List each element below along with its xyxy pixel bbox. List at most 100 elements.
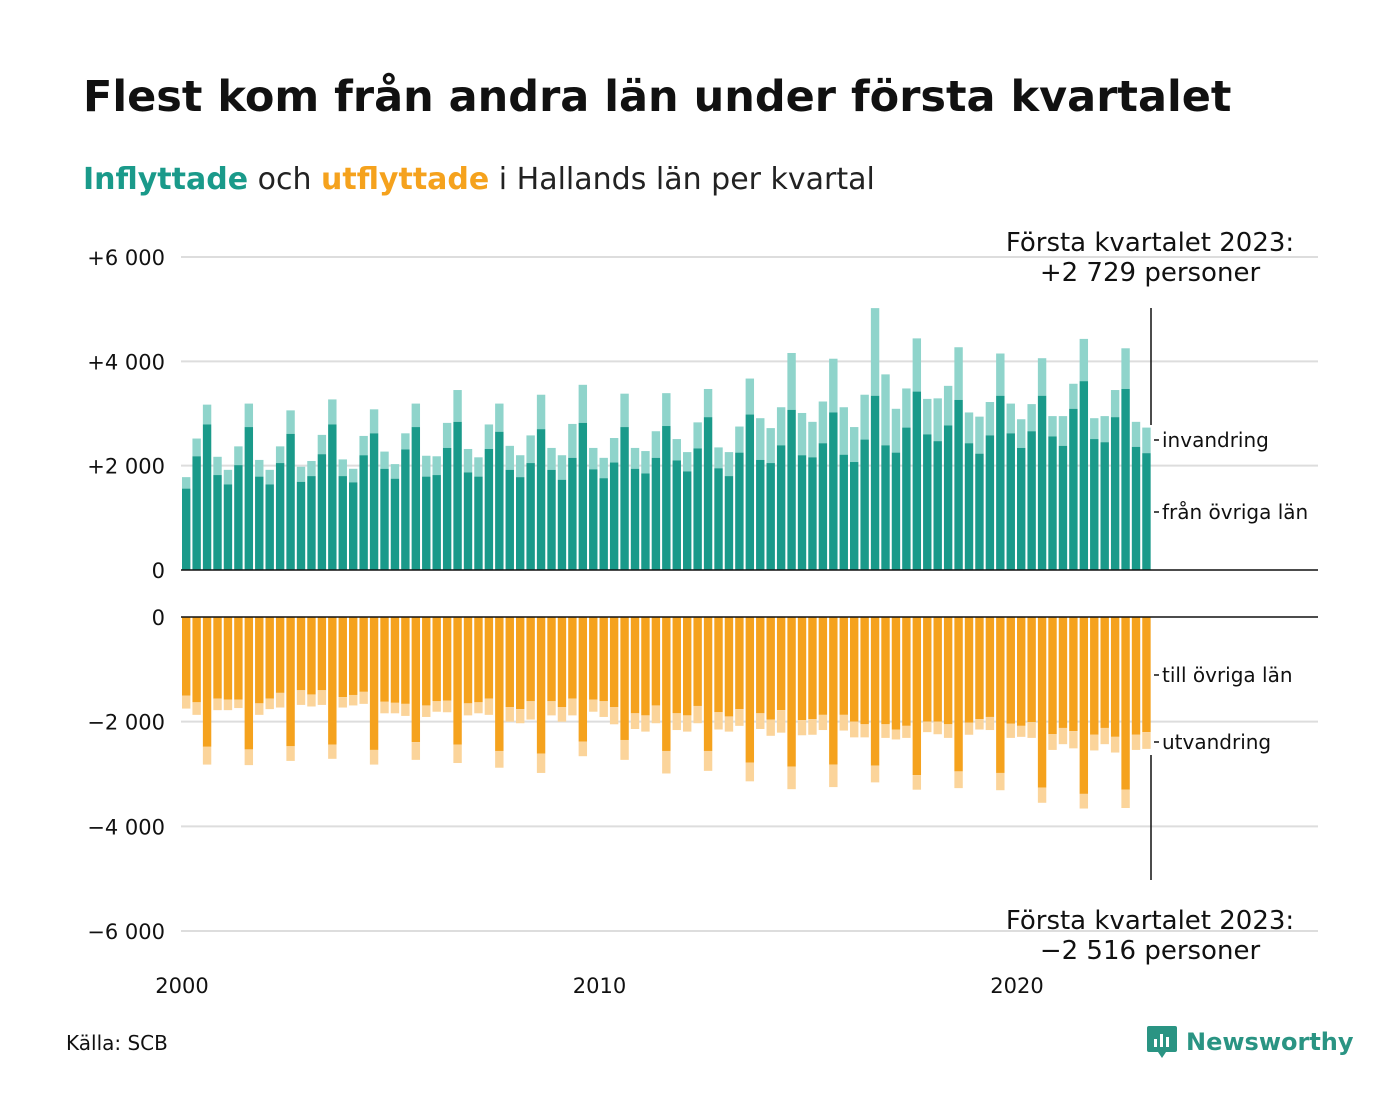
bar-fran-ovriga-lan [275,463,285,570]
bar-till-ovriga-lan [307,617,316,695]
bar-till-ovriga-lan [390,617,400,703]
bar-invandring [683,452,692,472]
bar-invandring [703,388,713,418]
bar-fran-ovriga-lan [1110,417,1120,570]
bar-till-ovriga-lan [317,617,327,691]
bar-invandring [526,435,535,464]
bar-till-ovriga-lan [411,617,421,743]
bar-fran-ovriga-lan [943,425,953,570]
y-tick-label: +4 000 [87,350,165,374]
bar-utvandring [380,701,389,714]
bar-invandring [505,445,514,470]
bar-utvandring [495,750,504,768]
bar-till-ovriga-lan [818,617,828,715]
bar-fran-ovriga-lan [338,476,347,570]
bar-utvandring [891,729,901,740]
bar-till-ovriga-lan [662,617,671,751]
bar-fran-ovriga-lan [182,488,191,570]
bar-fran-ovriga-lan [1090,439,1099,570]
bar-fran-ovriga-lan [1079,381,1089,570]
bar-utvandring [234,699,243,709]
bar-fran-ovriga-lan [954,399,963,570]
bar-utvandring [484,698,494,715]
bar-utvandring [933,721,942,735]
label-utvandring: utvandring [1162,730,1271,754]
bar-utvandring [672,713,681,731]
bar-till-ovriga-lan [495,617,504,751]
bar-till-ovriga-lan [808,617,817,720]
y-tick-label: +6 000 [87,246,165,270]
bar-till-ovriga-lan [255,617,264,704]
bar-invandring [265,469,274,485]
bar-utvandring [943,724,953,738]
bar-utvandring [296,690,306,705]
bar-invandring [975,416,984,454]
bar-till-ovriga-lan [213,617,222,699]
bar-utvandring [923,721,932,733]
bar-till-ovriga-lan [182,617,191,696]
bar-till-ovriga-lan [672,617,681,714]
bar-utvandring [985,716,995,731]
bar-till-ovriga-lan [422,617,431,706]
bar-fran-ovriga-lan [651,457,661,570]
bar-utvandring [390,702,400,714]
bar-fran-ovriga-lan [735,452,744,570]
bar-till-ovriga-lan [964,617,974,723]
bar-invandring [860,394,869,440]
bar-fran-ovriga-lan [474,476,483,570]
bar-utvandring [662,750,671,774]
bar-till-ovriga-lan [766,617,775,720]
bar-invandring [912,338,922,392]
bar-fran-ovriga-lan [839,454,848,570]
bar-till-ovriga-lan [1037,617,1047,788]
y-tick-label: −6 000 [87,920,165,944]
bar-invandring [516,455,525,478]
bar-invandring [202,404,212,425]
bar-till-ovriga-lan [589,617,598,700]
bar-fran-ovriga-lan [683,471,692,570]
bar-till-ovriga-lan [787,617,796,767]
bar-till-ovriga-lan [1069,617,1078,732]
bar-fran-ovriga-lan [975,453,984,570]
bar-fran-ovriga-lan [1142,453,1151,570]
bar-invandring [933,398,942,442]
bar-utvandring [516,709,525,724]
bar-fran-ovriga-lan [401,449,410,570]
bar-invandring [255,459,264,477]
bar-fran-ovriga-lan [359,455,368,570]
bar-fran-ovriga-lan [850,462,859,570]
bar-utvandring [1027,722,1036,738]
bar-fran-ovriga-lan [672,460,681,570]
bar-fran-ovriga-lan [578,422,588,570]
bar-fran-ovriga-lan [1048,436,1057,570]
subtitle-utflyttade: utflyttade [321,162,490,197]
y-tick-label: −2 000 [87,711,165,735]
bar-utvandring [1110,736,1120,753]
bar-invandring [390,464,400,479]
bar-invandring [766,428,775,464]
bar-fran-ovriga-lan [432,475,441,570]
bar-fran-ovriga-lan [349,482,358,570]
bar-till-ovriga-lan [453,617,462,745]
bar-till-ovriga-lan [839,617,848,715]
bar-invandring [1027,404,1036,432]
bar-fran-ovriga-lan [808,457,817,570]
bar-till-ovriga-lan [578,617,588,742]
bar-utvandring [328,744,337,759]
bar-till-ovriga-lan [651,617,661,706]
source-note: Källa: SCB [66,1031,168,1055]
bar-till-ovriga-lan [714,617,723,713]
bar-fran-ovriga-lan [714,468,723,570]
bar-till-ovriga-lan [223,617,233,700]
bar-utvandring [442,700,452,713]
bar-invandring [568,423,577,458]
bar-till-ovriga-lan [850,617,859,722]
bar-fran-ovriga-lan [829,412,838,570]
bar-fran-ovriga-lan [860,439,869,570]
bar-utvandring [463,703,473,716]
bar-utvandring [599,701,608,717]
bar-till-ovriga-lan [202,617,212,747]
bar-utvandring [453,744,462,764]
bar-invandring [536,394,546,430]
bar-till-ovriga-lan [599,617,608,702]
